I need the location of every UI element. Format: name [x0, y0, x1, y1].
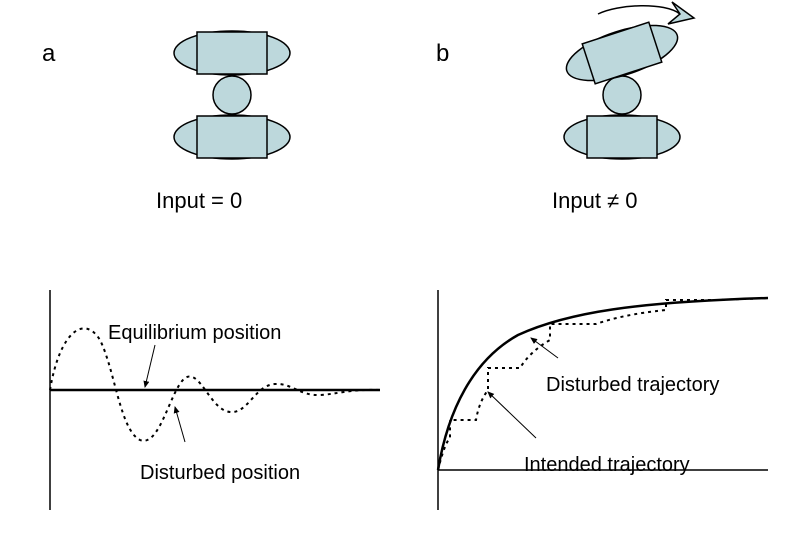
rotation-arrow-shaft — [598, 6, 680, 14]
panel-b-chart — [418, 290, 778, 520]
panel-a-caption: Input = 0 — [156, 188, 242, 214]
bottom-rect — [197, 116, 267, 158]
panel-b-diagram — [520, 0, 740, 185]
label-intended: Intended trajectory — [524, 454, 690, 477]
joint-circle — [603, 76, 641, 114]
bottom-rect — [587, 116, 657, 158]
panel-b-label: b — [436, 40, 449, 68]
joint-circle — [213, 76, 251, 114]
arrow-disturbed — [175, 407, 185, 442]
disturbed-curve — [50, 328, 380, 440]
panel-b-caption: Input ≠ 0 — [552, 188, 637, 214]
label-disturbed-a: Disturbed position — [140, 462, 300, 485]
label-disturbed-b: Disturbed trajectory — [546, 374, 719, 397]
top-rect — [197, 32, 267, 74]
panel-a-label: a — [42, 40, 55, 68]
arrow-disturbed-b — [531, 338, 558, 358]
label-equilibrium: Equilibrium position — [108, 322, 281, 345]
panel-a-diagram — [130, 10, 330, 180]
rotation-arrow-head — [668, 2, 694, 24]
arrow-equilibrium — [145, 345, 155, 387]
arrow-intended — [488, 392, 536, 438]
top-rect — [582, 22, 662, 84]
